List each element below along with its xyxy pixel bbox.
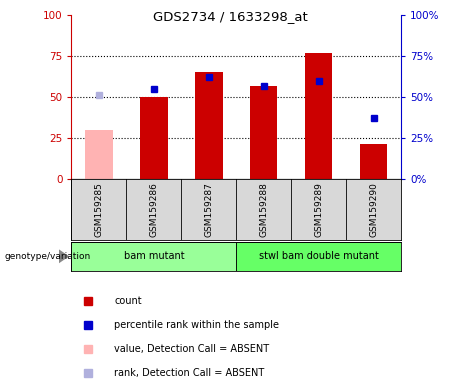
Text: rank, Detection Call = ABSENT: rank, Detection Call = ABSENT <box>114 368 264 379</box>
Bar <box>360 144 387 179</box>
Text: stwl bam double mutant: stwl bam double mutant <box>259 251 378 262</box>
Text: GDS2734 / 1633298_at: GDS2734 / 1633298_at <box>153 10 308 23</box>
Text: GSM159289: GSM159289 <box>314 182 323 237</box>
Text: GSM159288: GSM159288 <box>259 182 268 237</box>
Text: GSM159287: GSM159287 <box>204 182 213 237</box>
Bar <box>250 86 278 179</box>
Bar <box>140 97 168 179</box>
Bar <box>195 73 223 179</box>
Text: genotype/variation: genotype/variation <box>5 252 91 261</box>
Text: GSM159285: GSM159285 <box>95 182 103 237</box>
Bar <box>305 53 332 179</box>
Bar <box>85 130 112 179</box>
Text: percentile rank within the sample: percentile rank within the sample <box>114 320 279 331</box>
Text: GSM159286: GSM159286 <box>149 182 159 237</box>
Text: GSM159290: GSM159290 <box>369 182 378 237</box>
Text: value, Detection Call = ABSENT: value, Detection Call = ABSENT <box>114 344 269 354</box>
Text: bam mutant: bam mutant <box>124 251 184 262</box>
Bar <box>236 242 401 271</box>
Bar <box>71 242 236 271</box>
Text: count: count <box>114 296 142 306</box>
Polygon shape <box>59 250 69 263</box>
